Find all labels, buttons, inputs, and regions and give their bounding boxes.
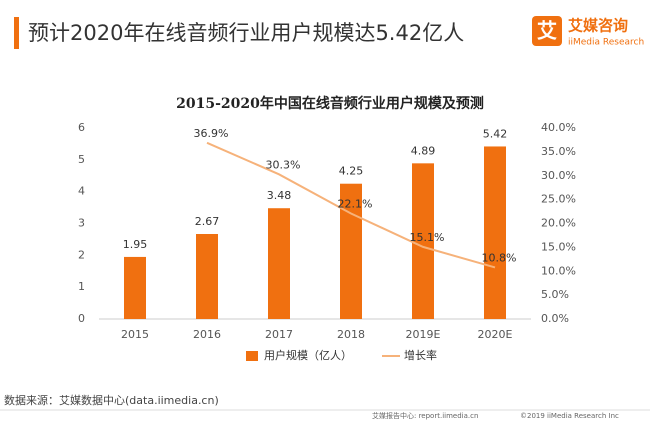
y2-tick-label: 10.0% bbox=[541, 264, 576, 277]
x-tick-label: 2019E bbox=[406, 328, 441, 341]
legend-label: 用户规模（亿人） bbox=[264, 348, 352, 362]
y2-tick-label: 15.0% bbox=[541, 240, 576, 253]
y-tick-label: 6 bbox=[78, 121, 85, 134]
page-title: 预计2020年在线音频行业用户规模达5.42亿人 bbox=[28, 21, 464, 45]
line-value-label: 10.8% bbox=[482, 251, 517, 264]
y2-tick-label: 35.0% bbox=[541, 145, 576, 158]
y2-tick-label: 30.0% bbox=[541, 169, 576, 182]
x-tick-label: 2018 bbox=[337, 328, 365, 341]
bar-value-label: 1.95 bbox=[123, 238, 148, 251]
logo-box bbox=[532, 16, 562, 46]
y2-tick-label: 40.0% bbox=[541, 121, 576, 134]
bar-value-label: 4.25 bbox=[339, 165, 364, 178]
line-value-label: 30.3% bbox=[266, 158, 301, 171]
bar bbox=[412, 163, 434, 319]
x-tick-label: 2015 bbox=[121, 328, 149, 341]
line-value-label: 36.9% bbox=[194, 127, 229, 140]
bar bbox=[340, 183, 362, 319]
y2-tick-label: 0.0% bbox=[541, 312, 569, 325]
y-tick-label: 0 bbox=[78, 312, 85, 325]
legend-swatch bbox=[246, 351, 258, 361]
bar-value-label: 2.67 bbox=[195, 215, 220, 228]
logo-sub: iiMedia Research bbox=[568, 38, 644, 48]
chart-title: 2015-2020年中国在线音频行业用户规模及预测 bbox=[176, 95, 484, 112]
y-tick-label: 5 bbox=[78, 153, 85, 166]
y2-tick-label: 5.0% bbox=[541, 288, 569, 301]
y2-tick-label: 20.0% bbox=[541, 217, 576, 230]
line-value-label: 22.1% bbox=[338, 197, 373, 210]
y-tick-label: 3 bbox=[78, 217, 85, 230]
bar bbox=[196, 234, 218, 319]
logo-mark: 艾 bbox=[537, 19, 557, 43]
x-tick-label: 2017 bbox=[265, 328, 293, 341]
y2-tick-label: 25.0% bbox=[541, 193, 576, 206]
footer-left: 艾媒报告中心: report.iimedia.cn bbox=[372, 411, 478, 420]
bar-value-label: 3.48 bbox=[267, 189, 292, 202]
bar-value-label: 5.42 bbox=[483, 127, 508, 140]
growth-line bbox=[206, 141, 496, 269]
line-value-label: 15.1% bbox=[410, 231, 445, 244]
source: 数据来源：艾媒数据中心(data.iimedia.cn) bbox=[4, 393, 219, 407]
footer-right: ©2019 iiMedia Research Inc bbox=[520, 412, 619, 420]
y-tick-label: 1 bbox=[78, 280, 85, 293]
bar bbox=[268, 208, 290, 319]
title-accent bbox=[14, 17, 19, 49]
logo-name: 艾媒咨询 bbox=[568, 17, 628, 35]
legend-label: 增长率 bbox=[404, 348, 437, 362]
bar bbox=[124, 256, 146, 319]
y-tick-label: 4 bbox=[78, 185, 85, 198]
x-tick-label: 2016 bbox=[193, 328, 221, 341]
y-tick-label: 2 bbox=[78, 248, 85, 261]
bar-value-label: 4.89 bbox=[411, 144, 436, 157]
bar bbox=[484, 146, 506, 319]
x-tick-label: 2020E bbox=[478, 328, 513, 341]
